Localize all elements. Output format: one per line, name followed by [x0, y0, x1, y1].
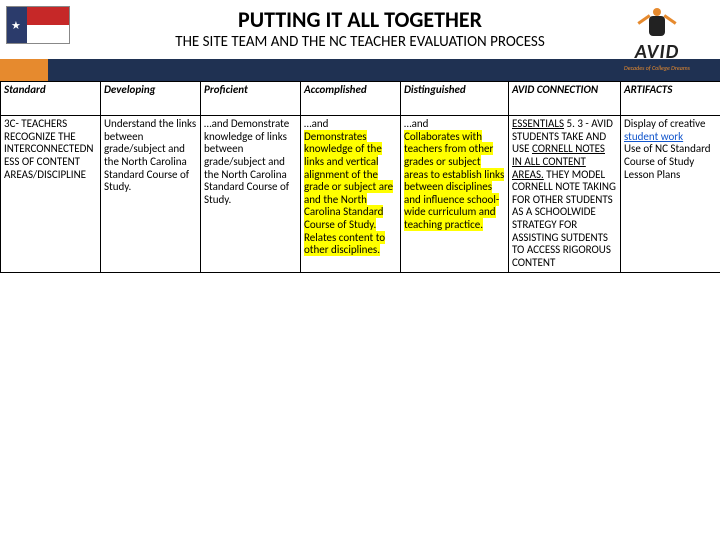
nc-flag-icon: ★ — [6, 6, 70, 44]
cell-developing: Understand the links between grade/subje… — [101, 116, 201, 273]
col-proficient: Proficient — [201, 82, 301, 116]
accomplished-highlight: Demonstrates knowledge of the links and … — [304, 130, 393, 257]
connection-line2: THEY MODEL CORNELL NOTE TAKING FOR OTHER… — [512, 168, 616, 269]
col-distinguished: Distinguished — [401, 82, 509, 116]
artifacts-line2: Use of NC Standard Course of Study — [624, 142, 711, 168]
cell-distinguished: …and Collaborates with teachers from oth… — [401, 116, 509, 273]
table-row: 3C- TEACHERS RECOGNIZE THE INTERCONNECTE… — [1, 116, 720, 273]
rubric-table: Standard Developing Proficient Accomplis… — [0, 81, 720, 273]
accomplished-prefix: …and — [304, 117, 328, 130]
connection-cornell: CORNELL NOTES — [532, 142, 605, 155]
cell-standard: 3C- TEACHERS RECOGNIZE THE INTERCONNECTE… — [1, 116, 101, 273]
connection-essentials: ESSENTIALS — [512, 117, 564, 130]
artifacts-line1: Display of creative — [624, 117, 706, 130]
avid-logo-tagline: Decades of College Dreams — [612, 64, 702, 72]
cell-accomplished: …and Demonstrates knowledge of the links… — [301, 116, 401, 273]
cell-connection: ESSENTIALS 5. 3 - AVID STUDENTS TAKE AND… — [509, 116, 621, 273]
cell-artifacts: Display of creative student work Use of … — [621, 116, 720, 273]
artifacts-line3: Lesson Plans — [624, 168, 680, 181]
artifacts-student-link: student work — [624, 130, 683, 143]
col-artifacts: ARTIFACTS — [621, 82, 720, 116]
table-header-row: Standard Developing Proficient Accomplis… — [1, 82, 720, 116]
col-developing: Developing — [101, 82, 201, 116]
col-accomplished: Accomplished — [301, 82, 401, 116]
cell-proficient: …and Demonstrate knowledge of links betw… — [201, 116, 301, 273]
distinguished-prefix: …and — [404, 117, 428, 130]
avid-logo: AVID Decades of College Dreams — [612, 8, 702, 78]
avid-logo-text: AVID — [612, 40, 702, 64]
col-connection: AVID CONNECTION — [509, 82, 621, 116]
col-standard: Standard — [1, 82, 101, 116]
distinguished-highlight: Collaborates with teachers from other gr… — [404, 130, 504, 231]
